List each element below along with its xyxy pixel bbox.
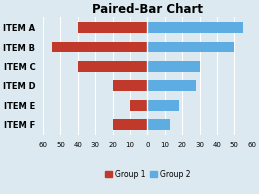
Legend: Group 1, Group 2: Group 1, Group 2 [105, 170, 190, 179]
Bar [130, 100, 147, 111]
Bar [113, 81, 147, 91]
Bar [78, 22, 147, 33]
Bar [147, 119, 170, 130]
Bar [78, 61, 147, 72]
Bar [147, 81, 196, 91]
Bar [52, 42, 147, 52]
Bar [147, 100, 179, 111]
Bar [147, 42, 234, 52]
Title: Paired-Bar Chart: Paired-Bar Chart [92, 3, 203, 16]
Bar [147, 61, 199, 72]
Bar [147, 22, 243, 33]
Bar [113, 119, 147, 130]
